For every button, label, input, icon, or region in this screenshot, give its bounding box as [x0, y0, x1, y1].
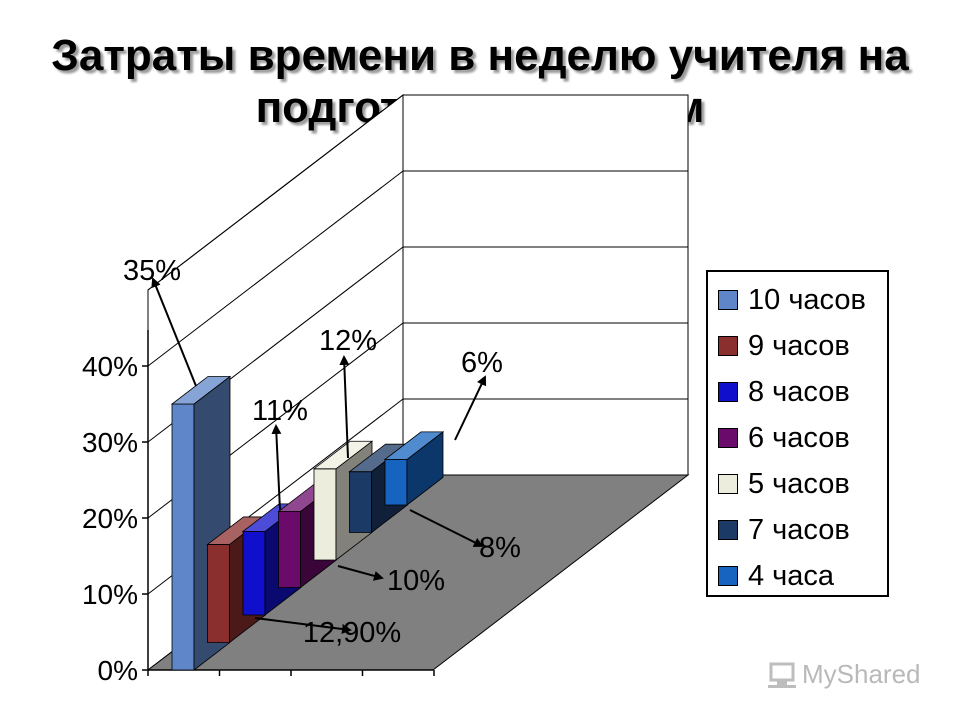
data-label-arrow	[454, 375, 487, 441]
back-wall	[402, 94, 689, 476]
y-tick-label: 0%	[98, 655, 138, 686]
bar-front	[313, 468, 337, 561]
legend-label: 9 часов	[748, 329, 850, 362]
legend-label: 7 часов	[748, 513, 850, 546]
y-axis: 0% 10% 20% 30% 40%	[82, 330, 435, 686]
y-tick-label: 40%	[82, 351, 138, 382]
watermark: MyShared	[768, 656, 938, 692]
y-tick-label: 10%	[82, 579, 138, 610]
legend-swatch	[718, 520, 738, 540]
legend-label: 5 часов	[748, 467, 850, 500]
bar-group	[170, 375, 445, 671]
data-label: 35%	[123, 255, 181, 287]
bar-top	[383, 431, 445, 460]
y-tick-label: 30%	[82, 427, 138, 458]
bar-front	[207, 544, 230, 643]
legend-item: 10 часов	[718, 280, 888, 320]
bar-front	[171, 403, 195, 671]
legend-swatch	[718, 336, 738, 356]
bar-top	[312, 440, 374, 470]
watermark-text: MyShared	[802, 658, 921, 689]
data-label-arrow	[337, 565, 384, 581]
data-labels: 35% 12,90% 11% 10% 12% 8% 6%	[123, 255, 521, 649]
legend-swatch	[718, 290, 738, 310]
legend: 10 часов 9 часов 8 часов 6 часов 5 часов 7 ча…	[706, 270, 889, 597]
legend-item: 5 часов	[718, 464, 888, 504]
legend-item: 9 часов	[718, 326, 888, 366]
legend-item: 7 часов	[718, 510, 888, 550]
legend-item: 6 часов	[718, 418, 888, 458]
data-label-arrow	[151, 277, 197, 387]
legend-swatch	[718, 382, 738, 402]
data-label: 10%	[387, 565, 445, 597]
bar-front	[278, 511, 301, 588]
gridline	[147, 170, 404, 367]
data-label: 11%	[252, 395, 308, 427]
bar-front	[384, 458, 408, 506]
legend-label: 4 часа	[748, 559, 835, 592]
data-label-arrow	[409, 509, 484, 547]
y-tick-label: 20%	[82, 503, 138, 534]
bar-front	[242, 531, 266, 616]
data-label-arrow	[271, 424, 282, 511]
legend-label: 6 часов	[748, 421, 850, 454]
data-label-arrow	[254, 617, 352, 634]
watermark-logo-icon	[768, 660, 796, 688]
legend-label: 10 часов	[748, 283, 866, 316]
data-label: 8%	[479, 532, 521, 564]
data-label: 12%	[319, 325, 377, 357]
legend-swatch	[718, 474, 738, 494]
data-label: 12,90%	[303, 617, 401, 649]
data-label: 6%	[461, 347, 503, 379]
legend-swatch	[718, 566, 738, 586]
gridline	[147, 94, 404, 291]
legend-swatch	[718, 428, 738, 448]
bar-front	[349, 471, 372, 533]
bar	[383, 431, 445, 506]
legend-item: 4 часа	[718, 556, 888, 596]
legend-item: 8 часов	[718, 372, 888, 412]
data-label-arrow	[339, 355, 350, 459]
legend-label: 8 часов	[748, 375, 850, 408]
